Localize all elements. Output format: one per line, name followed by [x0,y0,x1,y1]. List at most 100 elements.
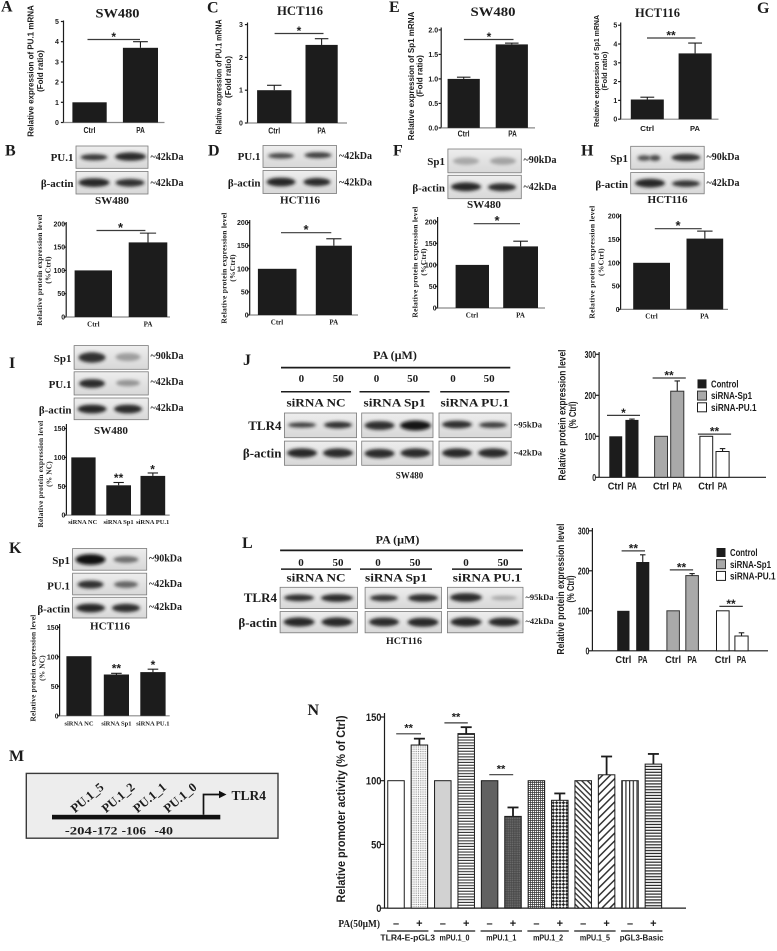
svg-text:3: 3 [239,22,243,29]
svg-text:150: 150 [237,243,249,250]
svg-text:100: 100 [366,776,382,788]
svg-text:150: 150 [425,241,437,248]
svg-text:3: 3 [613,60,617,67]
svg-text:2: 2 [55,80,59,87]
svg-text:HCT116: HCT116 [90,621,130,633]
svg-text:**: ** [114,471,124,485]
svg-text:0: 0 [299,373,305,385]
svg-text:(Fold ratio): (Fold ratio) [224,56,233,98]
svg-text:PU.1: PU.1 [49,379,72,391]
svg-text:PA: PA [672,482,682,493]
svg-text:200: 200 [237,220,249,227]
svg-text:PA: PA [508,130,517,139]
svg-text:+: + [416,918,422,930]
svg-text:**: ** [497,764,506,776]
svg-text:PA (µM): PA (µM) [376,533,420,547]
svg-text:100: 100 [47,654,59,661]
svg-text:0: 0 [592,472,596,484]
svg-text:200: 200 [578,566,590,578]
svg-text:**: ** [710,425,720,439]
svg-text:–: – [487,918,493,930]
svg-text:50: 50 [57,291,65,298]
svg-text:TLR4: TLR4 [248,418,282,433]
svg-text:B: B [5,143,16,160]
svg-text:150: 150 [54,245,66,252]
svg-text:100: 100 [237,266,249,273]
svg-text:0: 0 [586,646,590,658]
svg-text:50: 50 [407,373,419,385]
svg-text:E: E [389,0,400,16]
svg-text:0: 0 [376,903,381,915]
svg-text:+: + [557,918,563,930]
svg-text:-172: -172 [93,824,118,838]
svg-text:Ctrl: Ctrl [466,312,478,320]
svg-text:300: 300 [578,526,590,538]
svg-text:siRNA PU.1: siRNA PU.1 [441,396,510,410]
svg-text:SW480: SW480 [467,199,501,211]
svg-text:siRNA-PU.1: siRNA-PU.1 [730,572,776,583]
svg-text:Relative protein expression le: Relative protein expression level [220,212,229,323]
svg-text:N: N [308,702,320,719]
svg-text:0: 0 [616,307,620,314]
svg-text:1: 1 [239,88,243,95]
svg-text:~90kDa: ~90kDa [524,155,557,166]
svg-text:Ctrl: Ctrl [87,321,99,329]
svg-text:150: 150 [366,712,382,724]
svg-text:0: 0 [374,373,380,385]
svg-text:M: M [9,748,24,765]
svg-text:Ctrl: Ctrl [268,127,280,136]
svg-text:Ctrl: Ctrl [271,319,283,327]
svg-text:–: – [627,918,633,930]
svg-text:50: 50 [498,557,510,569]
svg-text:PA(50µM): PA(50µM) [338,919,380,930]
svg-text:PA: PA [737,655,747,666]
svg-text:150: 150 [608,237,620,244]
svg-text:siRNA Sp1: siRNA Sp1 [104,519,134,526]
svg-text:*: * [297,24,302,38]
svg-text:~42kDa: ~42kDa [151,403,184,414]
svg-text:mPU.1_0: mPU.1_0 [440,934,470,943]
svg-text:(Fold ratio): (Fold ratio) [416,55,425,97]
svg-text:*: * [621,406,626,420]
svg-text:~42kDa: ~42kDa [151,377,184,388]
svg-text:PU.1: PU.1 [47,581,70,593]
svg-text:*: * [487,30,492,44]
svg-text:PA: PA [317,127,326,136]
svg-text:0: 0 [61,315,65,322]
svg-text:–: – [533,918,539,930]
svg-text:0.0: 0.0 [428,125,438,132]
svg-text:~42kDa: ~42kDa [339,151,372,162]
svg-text:200: 200 [54,221,66,228]
svg-text:β-actin: β-actin [595,179,628,191]
svg-text:β-actin: β-actin [412,183,445,195]
svg-text:*: * [118,220,124,235]
svg-text:50: 50 [333,557,345,569]
svg-text:F: F [393,143,403,160]
svg-text:0: 0 [55,120,59,127]
svg-text:50: 50 [58,484,66,491]
svg-text:50: 50 [484,373,496,385]
svg-text:Relative protein expression le: Relative protein expression level [558,349,569,480]
svg-text:Ctrl: Ctrl [698,482,714,493]
svg-text:PA: PA [700,313,709,321]
svg-text:0: 0 [61,513,65,520]
svg-text:+: + [603,918,609,930]
svg-text:Relative protein expression le: Relative protein expression level [411,206,420,317]
svg-text:siRNA Sp1: siRNA Sp1 [364,396,426,410]
svg-text:*: * [111,30,116,44]
svg-text:H: H [581,143,594,160]
svg-text:(% NC): (% NC) [38,655,47,681]
svg-text:**: ** [726,597,736,611]
svg-text:Sp1: Sp1 [427,156,445,168]
svg-text:1.5: 1.5 [428,52,438,59]
svg-text:siRNA Sp1: siRNA Sp1 [101,721,131,728]
svg-text:0: 0 [375,557,381,569]
svg-text:2.0: 2.0 [428,27,438,34]
svg-text:PU.1: PU.1 [238,151,261,163]
svg-text:0: 0 [613,117,617,124]
svg-text:HCT116: HCT116 [280,195,320,207]
svg-text:siRNA NC: siRNA NC [287,571,346,585]
svg-text:~95kDa: ~95kDa [514,420,543,430]
svg-text:2: 2 [613,79,617,86]
svg-text:200: 200 [425,219,437,226]
